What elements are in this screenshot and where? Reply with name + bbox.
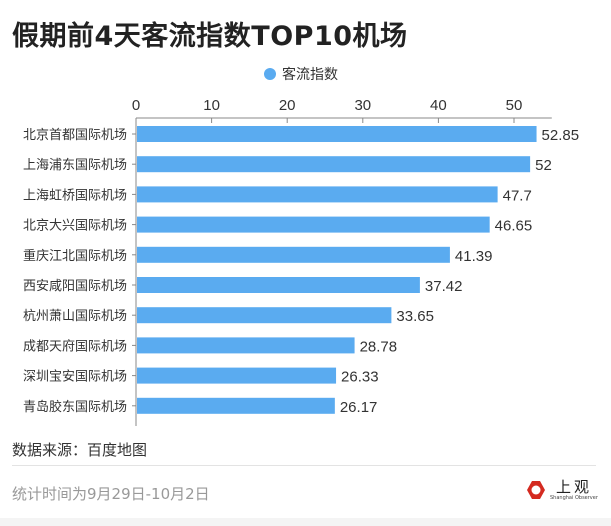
bar: [137, 156, 531, 173]
category-label: 成都天府国际机场: [23, 339, 127, 354]
category-label: 北京首都国际机场: [23, 128, 127, 143]
bar: [137, 307, 392, 324]
category-label: 西安咸阳国际机场: [23, 279, 127, 294]
data-label: 47.7: [503, 187, 532, 204]
data-label: 37.42: [425, 278, 463, 295]
bar-chart: 0 10 20 30 40 50 北京首都国际机场 52.85 上海浦东国际机场 52 上海虹桥国际…: [23, 97, 580, 426]
logo-cn: 上观: [555, 478, 592, 496]
x-tick-label: 30: [354, 97, 371, 114]
data-label: 28.78: [360, 338, 398, 355]
data-source: 数据来源：百度地图: [12, 441, 148, 459]
bar: [137, 277, 420, 293]
chart-title: 假期前4天客流指数TOP10机场: [12, 21, 408, 52]
x-tick-label: 40: [430, 97, 447, 114]
logo-hexagon-icon: [527, 481, 545, 499]
category-label: 北京大兴国际机场: [23, 219, 127, 234]
data-label: 46.65: [495, 218, 533, 235]
category-label: 深圳宝安国际机场: [23, 370, 127, 385]
category-label: 青岛胶东国际机场: [23, 399, 127, 415]
bottom-strip: [0, 518, 611, 526]
divider: [12, 465, 596, 466]
category-label: 重庆江北国际机场: [23, 248, 127, 264]
data-label: 33.65: [396, 308, 434, 325]
data-label: 52: [535, 157, 552, 174]
statistics-period: 统计时间为9月29日-10月2日: [12, 485, 210, 503]
bar: [137, 246, 450, 263]
x-tick-label: 0: [132, 97, 140, 114]
logo-en: Shanghai Observer: [550, 495, 598, 501]
bar: [137, 397, 335, 414]
data-label: 41.39: [455, 248, 493, 265]
category-label: 上海浦东国际机场: [23, 158, 127, 173]
legend: 客流指数: [264, 64, 338, 84]
category-label: 杭州萧山国际机场: [23, 309, 127, 324]
bar: [137, 367, 337, 384]
x-tick-label: 50: [506, 97, 523, 114]
data-label: 26.33: [341, 369, 379, 386]
x-tick-label: 10: [203, 97, 220, 114]
legend-label: 客流指数: [282, 67, 338, 83]
legend-marker: [264, 68, 276, 80]
data-label: 26.17: [340, 399, 378, 416]
shanghai-observer-logo: 上观 Shanghai Observer: [526, 479, 598, 501]
x-tick-label: 20: [279, 97, 296, 114]
category-label: 上海虹桥国际机场: [23, 188, 127, 203]
bar: [137, 126, 537, 142]
data-label: 52.85: [542, 127, 580, 144]
bar: [137, 337, 355, 354]
bar: [137, 186, 498, 203]
bar: [137, 216, 490, 233]
